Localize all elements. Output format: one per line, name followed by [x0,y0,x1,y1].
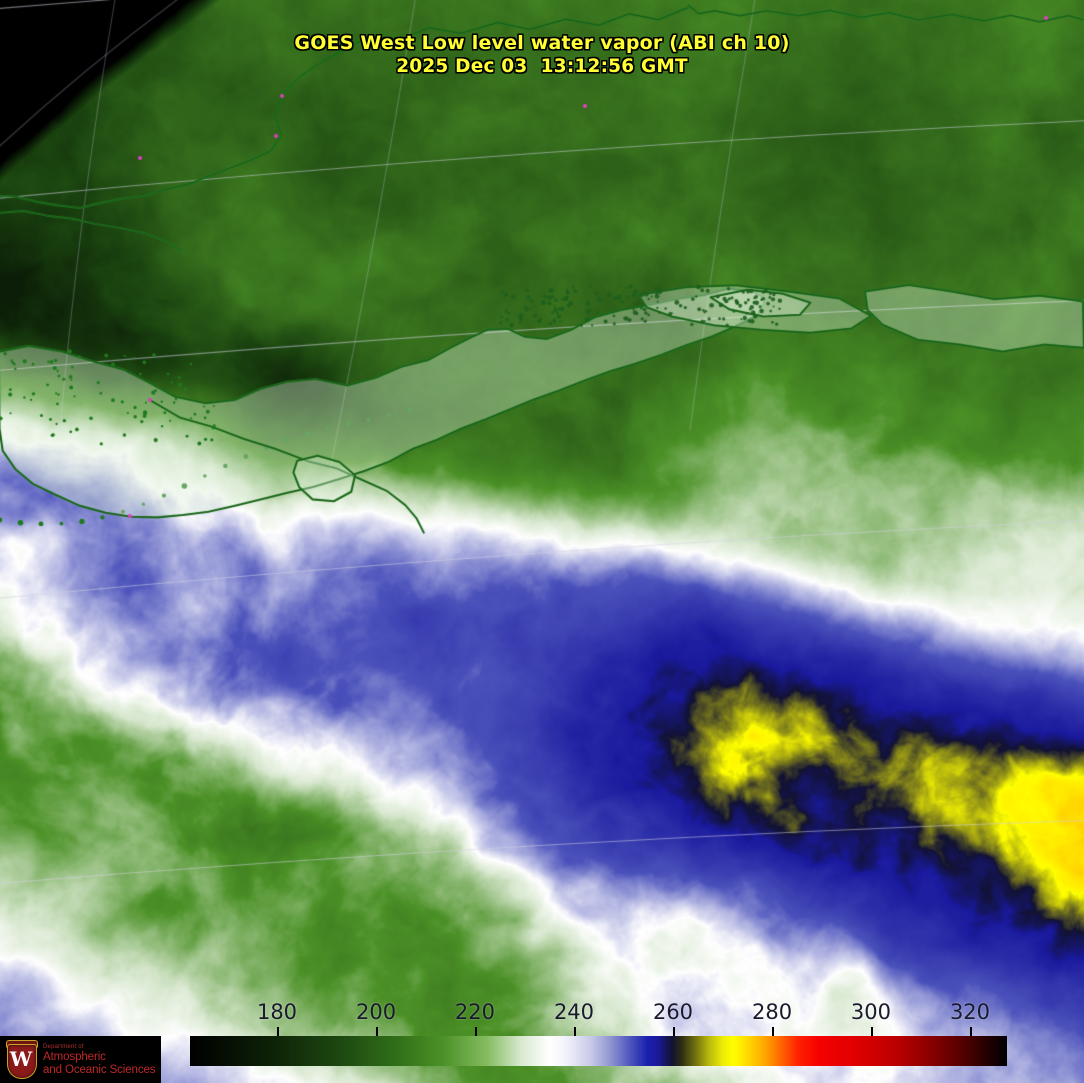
colorbar-tick [673,1027,675,1036]
colorbar-tick [870,1027,873,1036]
colorbar-tick [376,1027,379,1036]
colorbar-label: 280 [751,1000,793,1024]
uw-crest-icon: W [4,1039,38,1080]
colorbar-label: 220 [454,1000,496,1024]
logo-line-1: Atmospheric [43,1051,106,1063]
colorbar-tick [277,1027,279,1036]
logo-text-block: Department of Atmospheric and Oceanic Sc… [43,1043,161,1076]
colorbar: 180 200 220 240 260 280 300 320 [190,1000,1007,1066]
colorbar-label: 200 [355,1000,397,1024]
colorbar-tick [573,1027,576,1036]
colorbar-tick [772,1027,775,1036]
colorbar-label: 240 [553,1000,595,1024]
colorbar-gradient [190,1036,1007,1066]
logo-department-line: Department of [43,1044,84,1050]
colorbar-label: 260 [652,1000,694,1024]
colorbar-label: 300 [850,1000,892,1024]
colorbar-label: 320 [949,1000,991,1024]
uw-aos-logo: W Department of Atmospheric and Oceanic … [0,1036,161,1083]
crest-shield-icon [7,1043,37,1079]
crest-letter: W [9,1046,33,1071]
logo-line-2: and Oceanic Sciences [43,1063,156,1076]
colorbar-tick [474,1027,477,1036]
colorbar-tick [969,1027,972,1036]
colorbar-label: 180 [256,1000,298,1024]
